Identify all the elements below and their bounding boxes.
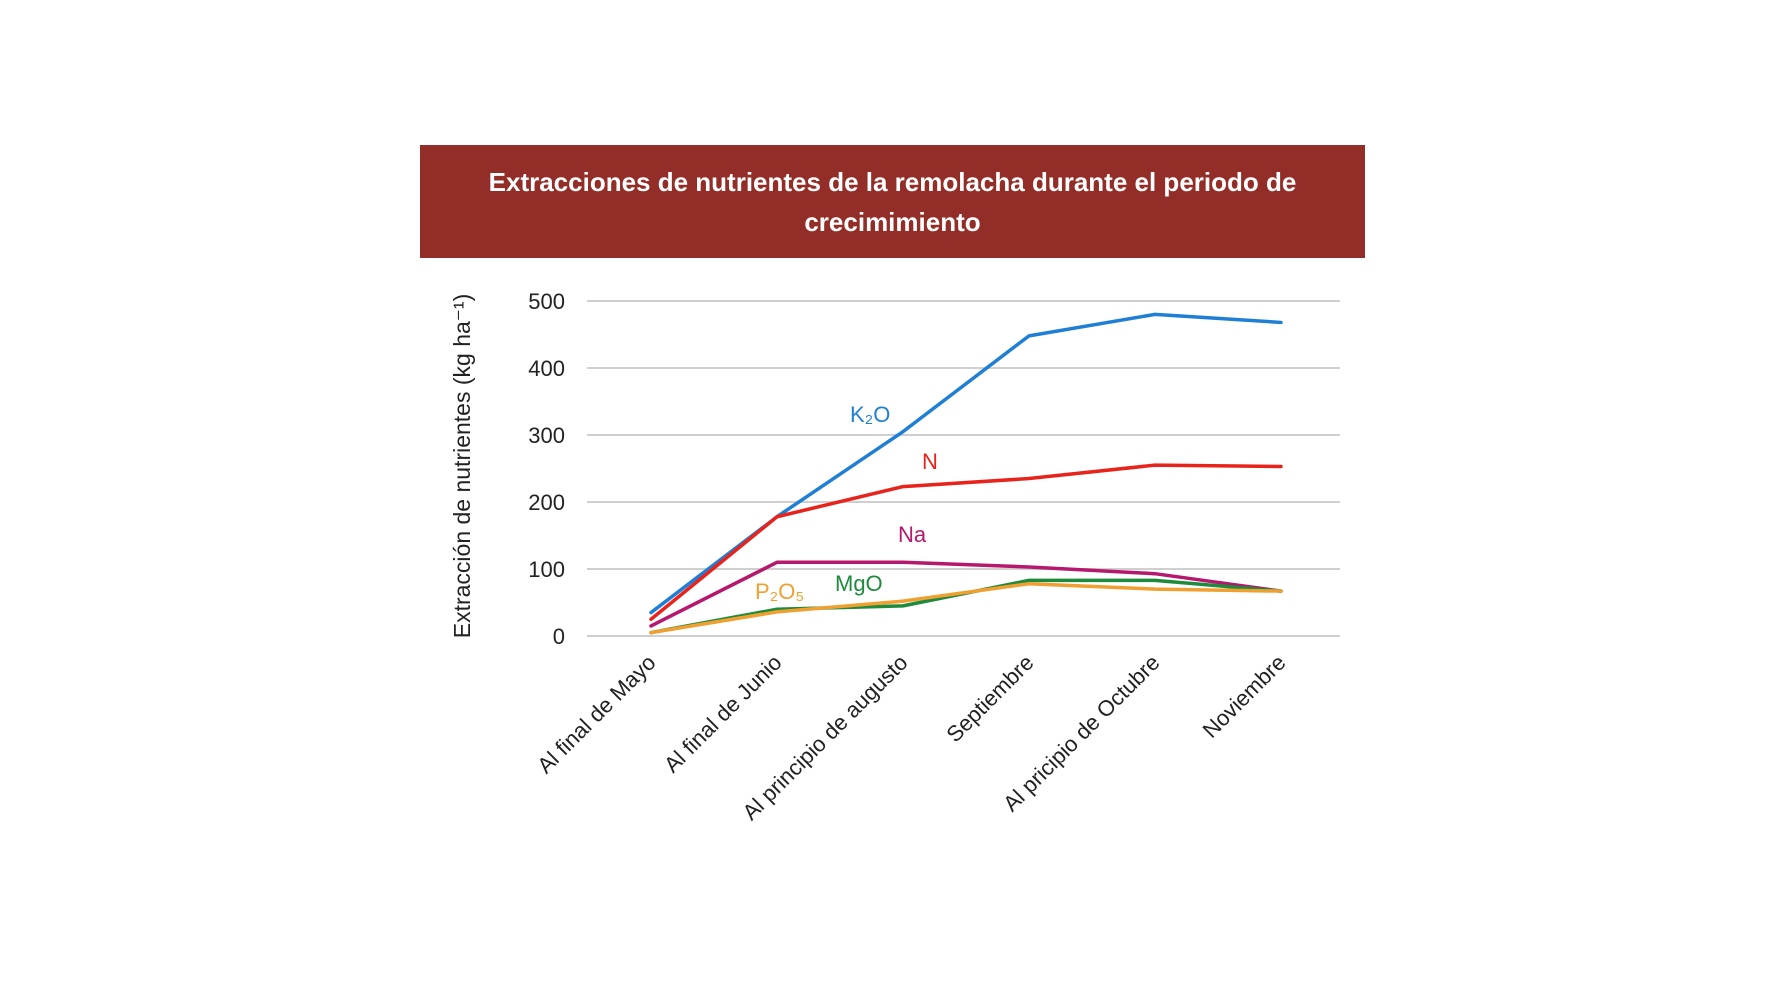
series-line [649,463,1283,621]
chart-title: Extracciones de nutrientes de la remolac… [420,145,1365,258]
series-label: P₂O₅ [755,579,804,604]
series-line [649,581,1283,635]
x-tick-label: Al final de Junio [659,650,787,778]
series-label: MgO [835,571,883,596]
series-labels: K₂O N Na MgO P₂O₅ [755,402,938,604]
y-tick-label: 100 [528,557,565,582]
x-tick-label: Al final de Mayo [532,650,660,778]
y-tick-label: 200 [528,490,565,515]
series-line [649,560,1283,628]
y-axis-ticks: 0 100 200 300 400 500 [528,289,565,649]
y-tick-label: 0 [553,624,565,649]
series-label: K₂O [850,402,890,427]
series-line [649,312,1283,615]
y-axis-title: Extracción de nutrientes (kg ha⁻¹) [449,294,475,639]
series-label: N [922,449,938,474]
y-tick-label: 300 [528,423,565,448]
series-label: Na [898,522,927,547]
series-lines [649,312,1283,635]
x-tick-label: Noviembre [1198,650,1291,743]
y-tick-label: 400 [528,356,565,381]
y-tick-label: 500 [528,289,565,314]
x-tick-label: Septiembre [941,650,1038,747]
